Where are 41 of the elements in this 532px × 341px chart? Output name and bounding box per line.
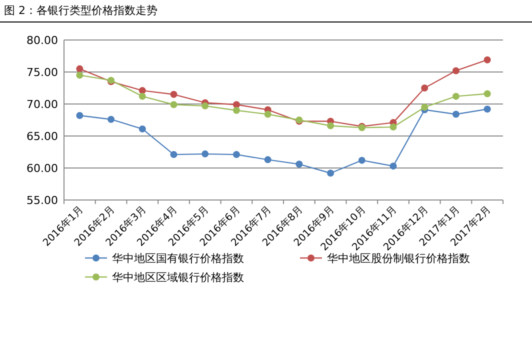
point [138,125,146,132]
point [170,90,178,98]
point [138,92,146,100]
point [232,151,240,158]
point [296,160,303,168]
point [390,162,397,170]
point [484,90,491,98]
point [170,101,178,108]
point [232,101,240,108]
point [138,87,146,94]
y-tick-label: 70.00 [26,98,58,111]
point [108,116,115,123]
point [484,106,491,113]
point [327,122,334,130]
legend-label: 华中地区股份制银行价格指数 [327,252,470,265]
point [484,56,491,64]
point [421,104,428,111]
point [452,110,460,118]
point [76,112,84,120]
point [452,92,460,100]
point [170,151,178,158]
point [390,124,397,131]
point [76,65,84,72]
y-tick-label: 60.00 [26,162,58,175]
chart-title: 图 2：各银行类型价格指数走势 [4,4,158,17]
point [421,84,428,92]
point [327,170,334,177]
y-tick-label: 75.00 [26,66,58,79]
point [264,156,272,164]
legend-label: 华中地区国有银行价格指数 [112,252,244,265]
y-tick-label: 80.00 [26,34,58,47]
point [452,67,460,74]
legend-label: 华中地区区域银行价格指数 [112,271,244,284]
point [202,150,209,158]
point [358,156,366,164]
y-tick-label: 65.00 [26,130,58,143]
point [202,102,209,110]
point [232,106,240,114]
point [264,110,272,118]
point [76,72,84,79]
y-tick-label: 55.00 [26,194,58,207]
